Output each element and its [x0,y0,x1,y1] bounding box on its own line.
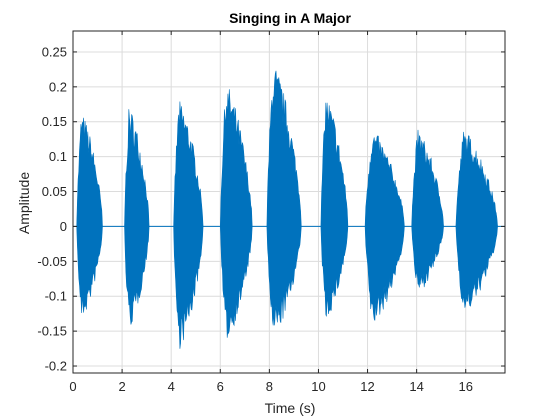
ticks: 0 2 4 6 8 10 12 14 16 -0.2 -0.15 -0.1 -0.05 0 0.05 0.1 0… [37,31,505,394]
x-tick-label: 4 [168,379,175,394]
waveform-note-6 [320,102,349,317]
x-tick-label: 6 [217,379,224,394]
waveform-note-9 [455,131,498,308]
y-tick-label: -0.1 [45,289,67,304]
waveform-note-7 [364,135,405,321]
waveform-note-1 [76,117,103,314]
waveform-note-3 [173,101,204,349]
y-axis-label: Amplitude [16,172,32,234]
waveform-note-2 [124,109,150,325]
y-tick-label: -0.05 [37,254,67,269]
y-tick-label: 0.25 [42,44,67,59]
y-tick-label: 0.05 [42,184,67,199]
plot-box [72,30,506,374]
waveform-note-4 [219,89,253,338]
axes [72,30,506,374]
waveform-note-5 [266,70,302,326]
y-tick-label: 0.15 [42,114,67,129]
x-axis-label: Time (s) [265,400,316,416]
x-tick-label: 14 [409,379,423,394]
y-tick-label: 0.1 [49,149,67,164]
chart-title: Singing in A Major [229,10,351,26]
x-tick-label: 2 [118,379,125,394]
y-tick-label: 0.2 [49,79,67,94]
x-tick-label: 0 [69,379,76,394]
x-tick-label: 16 [458,379,472,394]
x-tick-label: 10 [311,379,325,394]
waveform-series [73,70,505,349]
y-tick-label: -0.15 [37,324,67,339]
y-tick-label: 0 [60,219,67,234]
waveform-note-8 [411,129,444,288]
x-tick-label: 12 [360,379,374,394]
y-tick-label: -0.2 [45,359,67,374]
x-tick-label: 8 [266,379,273,394]
